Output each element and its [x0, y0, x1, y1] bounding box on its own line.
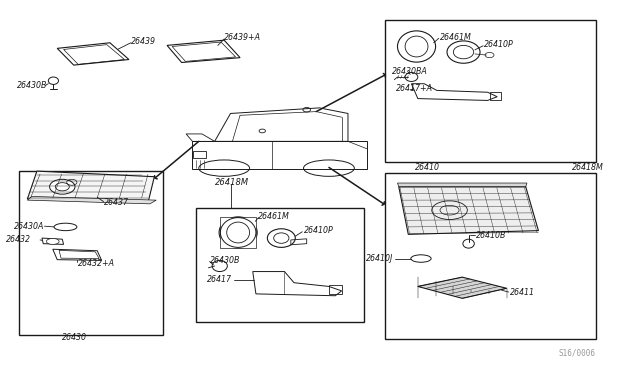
Text: 26461M: 26461M	[440, 33, 472, 42]
Text: 26410P: 26410P	[484, 40, 514, 49]
Ellipse shape	[47, 238, 59, 244]
Text: 26410P: 26410P	[303, 226, 333, 235]
Ellipse shape	[49, 179, 75, 194]
Text: S16/0006: S16/0006	[559, 349, 596, 358]
Text: 26430A: 26430A	[14, 222, 45, 231]
Text: 26437: 26437	[104, 198, 129, 207]
Bar	[385, 20, 596, 162]
Polygon shape	[399, 187, 538, 234]
Text: 26410B: 26410B	[476, 231, 507, 240]
Polygon shape	[28, 196, 156, 204]
Text: 26417+A: 26417+A	[396, 84, 433, 93]
Text: 26410: 26410	[415, 163, 440, 172]
Bar	[193, 151, 206, 158]
Polygon shape	[397, 183, 527, 187]
Bar	[329, 285, 342, 294]
Text: 26411: 26411	[510, 288, 535, 296]
Bar	[19, 171, 163, 335]
Text: 26410J: 26410J	[366, 254, 394, 263]
Text: 26432+A: 26432+A	[78, 259, 115, 268]
Bar	[196, 208, 364, 322]
Text: 26430BA: 26430BA	[392, 67, 428, 76]
Text: 26430: 26430	[62, 333, 87, 342]
Text: 26439: 26439	[131, 37, 156, 46]
Text: 26461M: 26461M	[259, 212, 290, 221]
Text: 26418M: 26418M	[572, 163, 604, 172]
Bar	[490, 92, 501, 100]
Polygon shape	[220, 217, 256, 248]
Bar	[385, 173, 596, 339]
Polygon shape	[28, 171, 154, 203]
Text: 26417: 26417	[207, 275, 232, 284]
Text: 26418M: 26418M	[214, 178, 249, 187]
Text: 26432: 26432	[6, 235, 31, 244]
Polygon shape	[418, 277, 507, 298]
Text: 26439+A: 26439+A	[224, 33, 261, 42]
Text: 26430B: 26430B	[209, 256, 240, 265]
Text: 26430B: 26430B	[17, 81, 47, 90]
